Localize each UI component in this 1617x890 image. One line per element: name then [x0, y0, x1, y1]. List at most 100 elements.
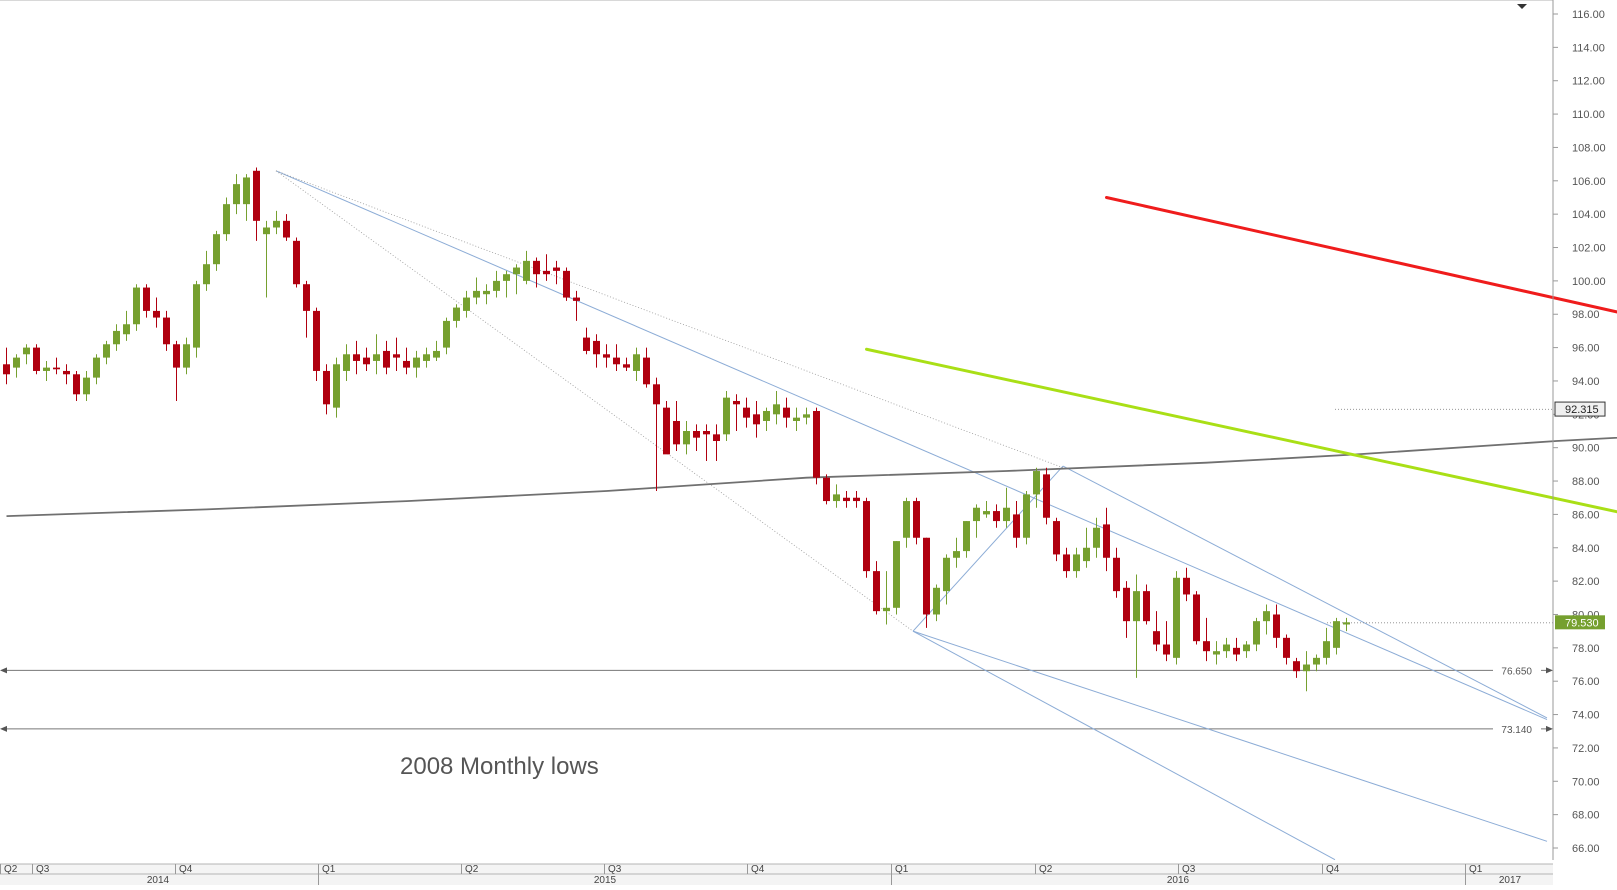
candle-body [253, 171, 260, 221]
candle-body [613, 358, 620, 365]
y-tick-label: 110.00 [1572, 109, 1605, 121]
candle-body [1093, 528, 1100, 548]
last-price-label: 79.530 [1565, 617, 1599, 629]
candle-body [513, 268, 520, 275]
candle-body [243, 177, 250, 204]
candle-body [943, 558, 950, 591]
candle-body [1213, 651, 1220, 654]
candle-body [463, 298, 470, 311]
candle-body [733, 401, 740, 404]
candle-body [1273, 614, 1280, 637]
quarter-label: Q1 [322, 864, 336, 875]
candle-body [1043, 474, 1050, 517]
candle-body [413, 358, 420, 368]
candle-body [713, 434, 720, 441]
candle-body [173, 344, 180, 367]
quarter-label: Q2 [1039, 864, 1053, 875]
candle-body [823, 478, 830, 501]
candle-body [343, 354, 350, 371]
quarter-label: Q4 [751, 864, 765, 875]
candle-body [73, 374, 80, 394]
candle-body [763, 411, 770, 421]
y-tick-label: 68.00 [1572, 810, 1600, 822]
year-label: 2015 [594, 875, 617, 885]
candle-body [1033, 471, 1040, 494]
candle-body [113, 331, 120, 344]
candle-body [1053, 521, 1060, 554]
y-tick-label: 66.00 [1572, 843, 1600, 855]
quarter-label: Q4 [1326, 864, 1340, 875]
candle-body [583, 338, 590, 351]
candle-body [1013, 514, 1020, 537]
candle-body [973, 508, 980, 521]
candle-body [143, 288, 150, 311]
candle-body [403, 361, 410, 368]
candle-body [593, 341, 600, 354]
y-tick-label: 108.00 [1572, 142, 1606, 154]
candle-body [1233, 648, 1240, 655]
candle-body [103, 344, 110, 357]
candle-body [783, 408, 790, 418]
candle-body [1023, 494, 1030, 537]
candle-body [693, 431, 700, 438]
quarter-label: Q2 [4, 864, 18, 875]
candle-body [633, 354, 640, 371]
y-tick-label: 84.00 [1572, 543, 1600, 555]
candle-body [3, 364, 10, 374]
y-tick-label: 76.00 [1572, 676, 1600, 688]
y-tick-label: 72.00 [1572, 743, 1600, 755]
candle-body [603, 354, 610, 357]
candle-body [83, 378, 90, 395]
candle-body [473, 291, 480, 298]
candle-body [553, 268, 560, 271]
y-tick-label: 100.00 [1572, 276, 1606, 288]
candle-body [1283, 638, 1290, 658]
candle-body [533, 261, 540, 274]
candle-body [1083, 548, 1090, 561]
candle-body [683, 431, 690, 444]
candle-body [1163, 645, 1170, 655]
candle-body [953, 551, 960, 558]
candle-body [293, 241, 300, 284]
candle-body [1243, 645, 1250, 652]
candle-body [13, 358, 20, 368]
candle-body [923, 538, 930, 615]
candle-body [663, 408, 670, 455]
y-tick-label: 106.00 [1572, 176, 1606, 188]
candle-body [703, 431, 710, 434]
y-tick-label: 114.00 [1572, 42, 1605, 54]
y-tick-label: 104.00 [1572, 209, 1606, 221]
candle-body [123, 324, 130, 334]
annotation-2008-monthly-lows: 2008 Monthly lows [400, 753, 599, 780]
candle-body [843, 498, 850, 501]
y-tick-label: 116.00 [1572, 9, 1605, 21]
candle-body [893, 541, 900, 608]
candle-body [133, 288, 140, 325]
candle-body [423, 354, 430, 361]
candle-body [793, 418, 800, 421]
candle-body [563, 271, 570, 298]
candle-body [1073, 554, 1080, 571]
candle-body [1183, 578, 1190, 595]
candle-body [203, 264, 210, 284]
candle-body [223, 204, 230, 234]
candle-body [1123, 588, 1130, 621]
y-tick-label: 88.00 [1572, 476, 1600, 488]
level-label: 73.140 [1501, 725, 1532, 736]
candle-body [353, 354, 360, 361]
candle-body [213, 234, 220, 264]
candle-body [993, 511, 1000, 521]
candle-body [333, 364, 340, 407]
candle-body [1113, 558, 1120, 591]
candle-body [433, 351, 440, 358]
level-label: 76.650 [1501, 666, 1532, 677]
y-tick-label: 70.00 [1572, 776, 1600, 788]
quarter-label: Q3 [1182, 864, 1196, 875]
candle-body [303, 284, 310, 311]
candle-body [523, 261, 530, 281]
candle-body [1203, 641, 1210, 651]
candle-body [383, 351, 390, 368]
candle-body [1173, 578, 1180, 658]
year-label: 2017 [1499, 875, 1522, 885]
